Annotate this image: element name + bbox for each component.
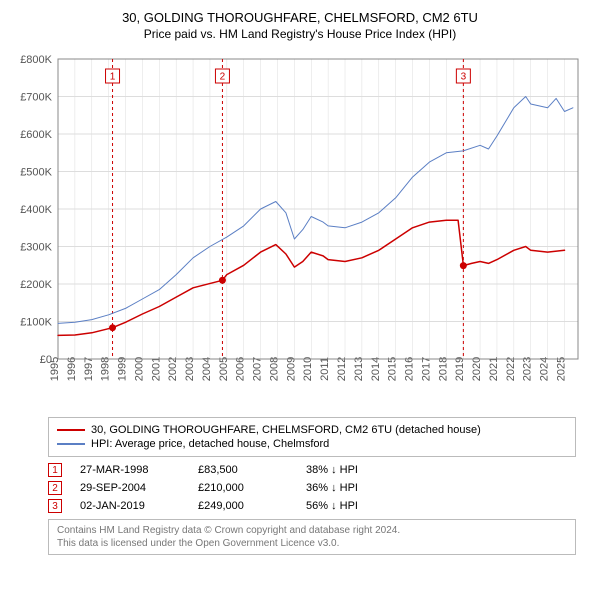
svg-text:2002: 2002 [167,357,179,381]
line-chart-svg: £0£100K£200K£300K£400K£500K£600K£700K£80… [8,49,592,409]
event-date: 02-JAN-2019 [80,500,180,512]
event-row: 2 29-SEP-2004 £210,000 36% ↓ HPI [48,481,576,495]
svg-text:2022: 2022 [505,357,517,381]
svg-text:2004: 2004 [201,357,213,381]
svg-text:2011: 2011 [319,357,331,381]
event-date: 29-SEP-2004 [80,482,180,494]
event-delta: 38% ↓ HPI [306,464,396,476]
event-delta: 56% ↓ HPI [306,500,396,512]
svg-text:2001: 2001 [150,357,162,381]
chart-subtitle: Price paid vs. HM Land Registry's House … [8,27,592,41]
svg-text:2000: 2000 [133,357,145,381]
svg-text:2007: 2007 [252,357,264,381]
svg-text:1998: 1998 [100,357,112,381]
footer-attribution: Contains HM Land Registry data © Crown c… [48,519,576,555]
legend-label: 30, GOLDING THOROUGHFARE, CHELMSFORD, CM… [91,424,481,436]
legend-label: HPI: Average price, detached house, Chel… [91,438,329,450]
footer-line: Contains HM Land Registry data © Crown c… [57,524,567,537]
svg-text:2020: 2020 [471,357,483,381]
svg-text:2018: 2018 [437,357,449,381]
svg-text:2006: 2006 [235,357,247,381]
svg-text:2019: 2019 [454,357,466,381]
event-marker-icon: 1 [48,463,62,477]
svg-text:£400K: £400K [20,204,52,216]
event-delta: 36% ↓ HPI [306,482,396,494]
legend: 30, GOLDING THOROUGHFARE, CHELMSFORD, CM… [48,417,576,457]
event-price: £249,000 [198,500,288,512]
svg-text:2023: 2023 [522,357,534,381]
svg-text:2: 2 [220,72,226,83]
svg-text:2014: 2014 [370,357,382,381]
svg-text:2021: 2021 [488,357,500,381]
svg-text:3: 3 [461,72,467,83]
svg-text:1: 1 [110,72,116,83]
event-list: 1 27-MAR-1998 £83,500 38% ↓ HPI 2 29-SEP… [48,463,576,513]
legend-item: 30, GOLDING THOROUGHFARE, CHELMSFORD, CM… [57,424,567,436]
svg-text:£500K: £500K [20,167,52,179]
svg-text:2003: 2003 [184,357,196,381]
event-price: £83,500 [198,464,288,476]
svg-text:£200K: £200K [20,279,52,291]
event-row: 3 02-JAN-2019 £249,000 56% ↓ HPI [48,499,576,513]
svg-text:2010: 2010 [302,357,314,381]
svg-text:£800K: £800K [20,54,52,66]
footer-line: This data is licensed under the Open Gov… [57,537,567,550]
svg-text:£100K: £100K [20,317,52,329]
event-date: 27-MAR-1998 [80,464,180,476]
event-price: £210,000 [198,482,288,494]
svg-text:2005: 2005 [218,357,230,381]
svg-text:£300K: £300K [20,242,52,254]
event-marker-icon: 3 [48,499,62,513]
chart-title: 30, GOLDING THOROUGHFARE, CHELMSFORD, CM… [8,10,592,25]
event-marker-icon: 2 [48,481,62,495]
svg-text:2025: 2025 [555,357,567,381]
svg-text:2024: 2024 [539,357,551,381]
svg-text:2016: 2016 [404,357,416,381]
svg-text:£600K: £600K [20,129,52,141]
legend-item: HPI: Average price, detached house, Chel… [57,438,567,450]
svg-text:2017: 2017 [420,357,432,381]
legend-swatch [57,443,85,445]
svg-text:2008: 2008 [268,357,280,381]
chart-area: £0£100K£200K£300K£400K£500K£600K£700K£80… [8,49,592,409]
svg-text:1995: 1995 [49,357,61,381]
svg-text:£700K: £700K [20,92,52,104]
legend-swatch [57,429,85,431]
svg-text:1996: 1996 [66,357,78,381]
svg-text:2015: 2015 [387,357,399,381]
svg-text:2013: 2013 [353,357,365,381]
svg-text:1999: 1999 [117,357,129,381]
svg-text:2009: 2009 [285,357,297,381]
event-row: 1 27-MAR-1998 £83,500 38% ↓ HPI [48,463,576,477]
svg-text:1997: 1997 [83,357,95,381]
svg-text:2012: 2012 [336,357,348,381]
